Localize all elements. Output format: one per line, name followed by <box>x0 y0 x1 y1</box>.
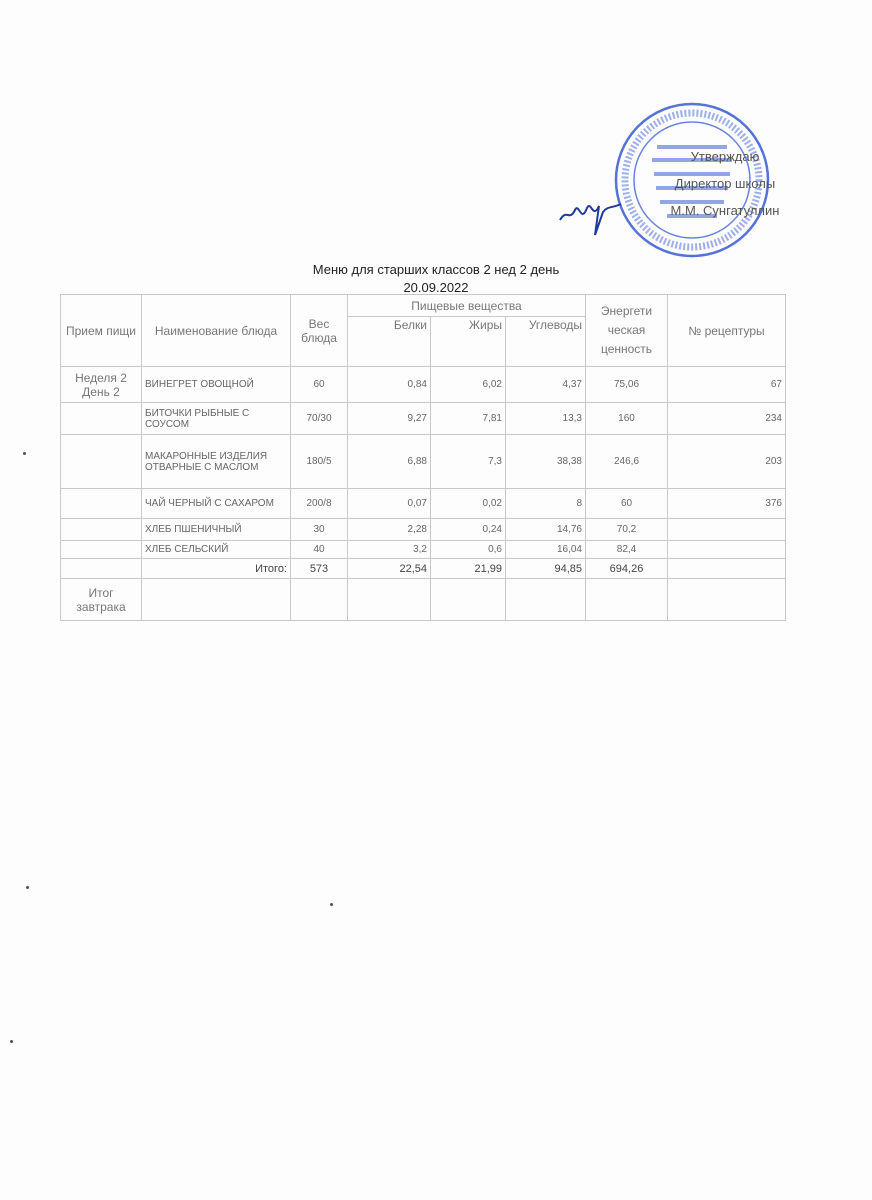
cell-recipe <box>667 540 786 559</box>
cell-protein: 2,28 <box>347 518 431 541</box>
table-row: МАКАРОННЫЕ ИЗДЕЛИЯ ОТВАРНЫЕ С МАСЛОМ 180/… <box>60 434 786 489</box>
cell-recipe: 67 <box>667 366 786 403</box>
total-fat: 21,99 <box>430 558 506 579</box>
cell-protein: 9,27 <box>347 402 431 435</box>
total-label: Итого: <box>141 558 291 579</box>
cell-dish: ЧАЙ ЧЕРНЫЙ С САХАРОМ <box>141 488 291 519</box>
cell-fat: 6,02 <box>430 366 506 403</box>
document-date: 20.09.2022 <box>403 280 469 295</box>
menu-table: Прием пищи Наименование блюда Вес блюда … <box>60 294 786 621</box>
cell-weight: 30 <box>290 518 348 541</box>
cell-weight: 60 <box>290 366 348 403</box>
cell-meal <box>60 402 142 435</box>
cell-protein: 0,07 <box>347 488 431 519</box>
cell-carbs: 13,3 <box>505 402 586 435</box>
cell-dish: МАКАРОННЫЕ ИЗДЕЛИЯ ОТВАРНЫЕ С МАСЛОМ <box>141 434 291 489</box>
cell-recipe <box>667 518 786 541</box>
cell-carbs: 38,38 <box>505 434 586 489</box>
total-protein: 22,54 <box>347 558 431 579</box>
cell-protein: 6,88 <box>347 434 431 489</box>
cell-carbs: 14,76 <box>505 518 586 541</box>
header-carbs: Углеводы <box>505 316 586 367</box>
cell-meal <box>60 434 142 489</box>
subheader-row: Белки Жиры Углеводы <box>61 316 786 367</box>
cell-carbs: 16,04 <box>505 540 586 559</box>
table-row: ХЛЕБ СЕЛЬСКИЙ 40 3,2 0,6 16,04 82,4 <box>60 540 786 559</box>
school-stamp <box>614 102 770 258</box>
cell-protein: 3,2 <box>347 540 431 559</box>
cell-fat: 7,3 <box>430 434 506 489</box>
cell-energy: 82,4 <box>585 540 668 559</box>
cell-energy: 60 <box>585 488 668 519</box>
cell-recipe: 203 <box>667 434 786 489</box>
cell-meal <box>60 518 142 541</box>
table-row: ЧАЙ ЧЕРНЫЙ С САХАРОМ 200/8 0,07 0,02 8 60 376 <box>60 488 786 519</box>
director-title: Директор школы <box>674 176 776 191</box>
header-row: Прием пищи Наименование блюда Вес блюда … <box>60 294 786 367</box>
header-weight: Вес блюда <box>290 294 348 367</box>
cell-fat: 0,6 <box>430 540 506 559</box>
cell-meal <box>60 488 142 519</box>
document-title: Меню для старших классов 2 нед 2 день <box>312 262 560 277</box>
header-protein: Белки <box>347 316 431 367</box>
cell-dish: ВИНЕГРЕТ ОВОЩНОЙ <box>141 366 291 403</box>
cell-energy: 75,06 <box>585 366 668 403</box>
director-name: М.М. Сунгатуллин <box>670 203 780 218</box>
total-energy: 694,26 <box>585 558 668 579</box>
cell-dish: БИТОЧКИ РЫБНЫЕ С СОУСОМ <box>141 402 291 435</box>
cell-protein: 0,84 <box>347 366 431 403</box>
cell-fat: 0,02 <box>430 488 506 519</box>
cell-dish: ХЛЕБ ПШЕНИЧНЫЙ <box>141 518 291 541</box>
cell-energy: 246,6 <box>585 434 668 489</box>
approval-block: Утверждаю Директор школы М.М. Сунгатулли… <box>640 143 810 224</box>
cell-energy: 160 <box>585 402 668 435</box>
cell-fat: 7,81 <box>430 402 506 435</box>
cell-weight: 40 <box>290 540 348 559</box>
cell-meal: Неделя 2 День 2 <box>60 366 142 403</box>
header-meal: Прием пищи <box>60 294 142 367</box>
cell-carbs: 4,37 <box>505 366 586 403</box>
breakfast-total-row: Итог завтрака <box>60 578 786 621</box>
cell-meal <box>60 540 142 559</box>
total-carbs: 94,85 <box>505 558 586 579</box>
table-row: ХЛЕБ ПШЕНИЧНЫЙ 30 2,28 0,24 14,76 70,2 <box>60 518 786 541</box>
breakfast-total-label: Итог завтрака <box>60 578 142 621</box>
header-dish: Наименование блюда <box>141 294 291 367</box>
cell-weight: 200/8 <box>290 488 348 519</box>
total-weight: 573 <box>290 558 348 579</box>
header-nutrients: Пищевые вещества <box>347 294 586 317</box>
table-row: БИТОЧКИ РЫБНЫЕ С СОУСОМ 70/30 9,27 7,81 13,3… <box>60 402 786 435</box>
cell-dish: ХЛЕБ СЕЛЬСКИЙ <box>141 540 291 559</box>
cell-weight: 70/30 <box>290 402 348 435</box>
cell-recipe: 234 <box>667 402 786 435</box>
cell-fat: 0,24 <box>430 518 506 541</box>
signature <box>559 203 622 236</box>
cell-weight: 180/5 <box>290 434 348 489</box>
header-recipe: № рецептуры <box>667 294 786 367</box>
cell-energy: 70,2 <box>585 518 668 541</box>
header-energy: Энергети ческая ценность <box>585 294 668 367</box>
approval-heading: Утверждаю <box>690 149 760 164</box>
cell-carbs: 8 <box>505 488 586 519</box>
cell-recipe: 376 <box>667 488 786 519</box>
header-fat: Жиры <box>430 316 506 367</box>
table-row: Неделя 2 День 2 ВИНЕГРЕТ ОВОЩНОЙ 60 0,84 6,0… <box>60 366 786 403</box>
total-row: Итого: 573 22,54 21,99 94,85 694,26 <box>60 558 786 579</box>
